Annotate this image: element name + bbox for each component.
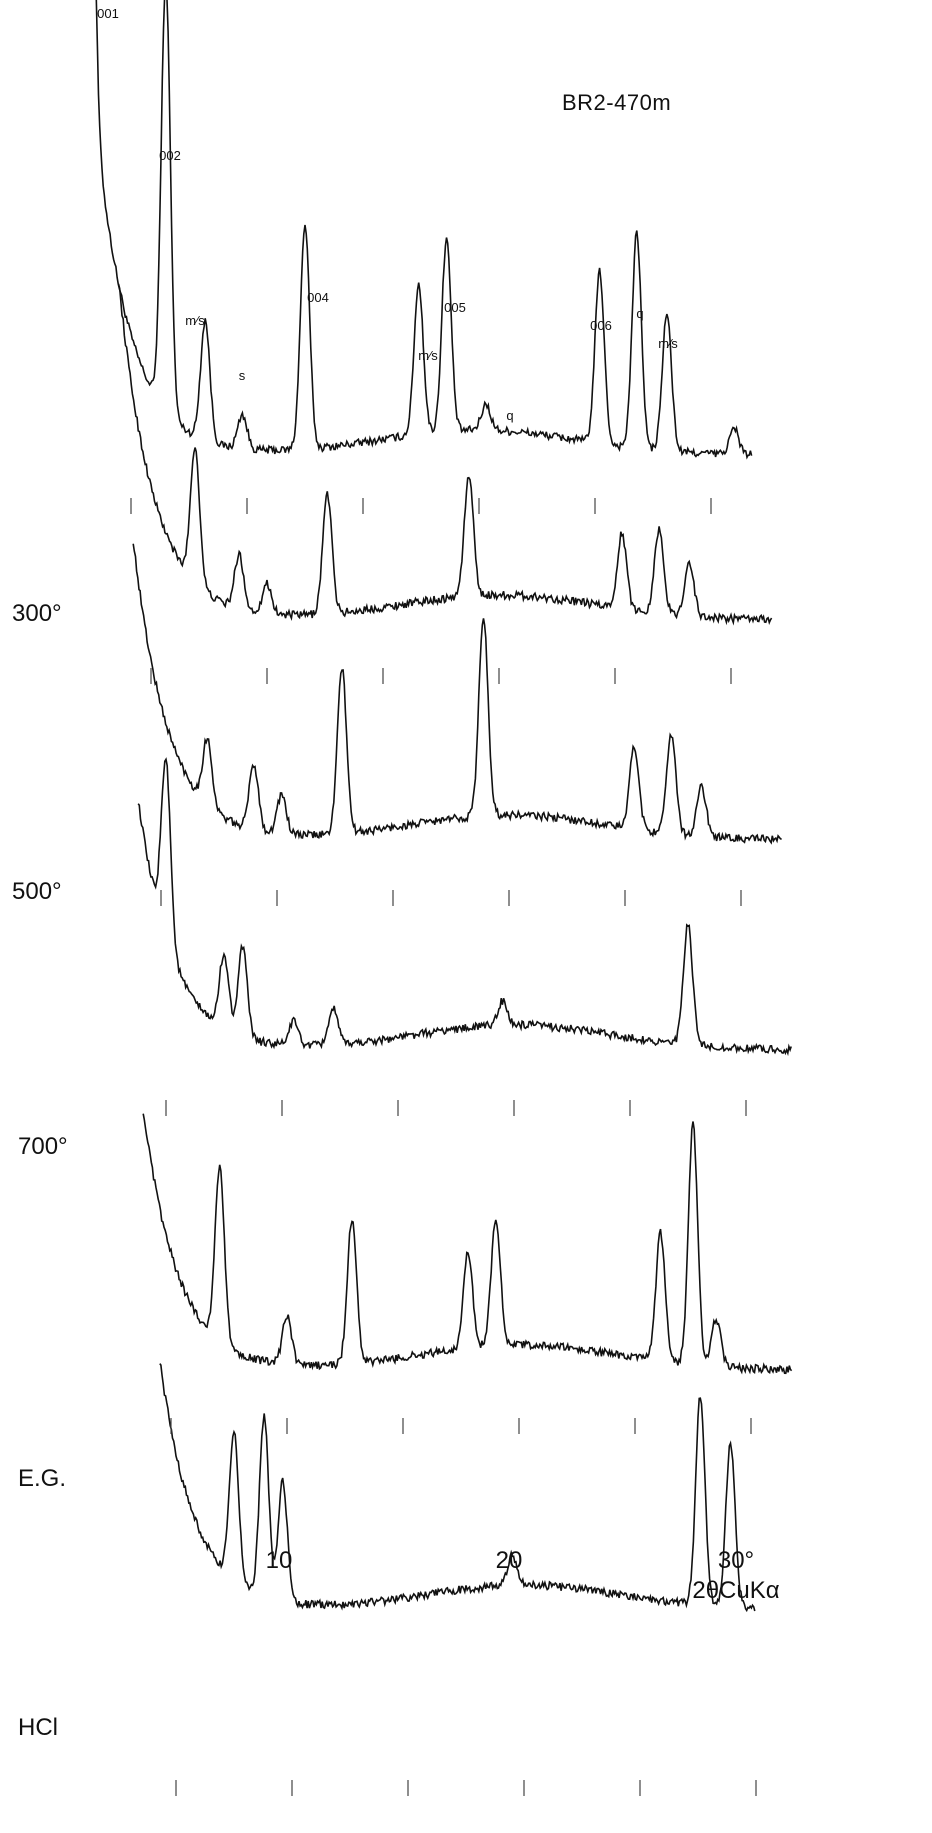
xrd-trace-4	[142, 1113, 793, 1375]
xrd-trace-3	[137, 757, 792, 1057]
chart-title: BR2-470m	[562, 90, 672, 115]
peak-label-1: 002	[159, 148, 181, 163]
peak-label-9: q	[636, 306, 643, 321]
peak-label-10: m⁄s	[658, 336, 678, 351]
series-label-hcl: HCl	[18, 1714, 58, 1741]
x-unit-label: 2θCuKα	[692, 1577, 779, 1604]
peak-label-6: 005	[444, 300, 466, 315]
series-label-700: 700°	[18, 1133, 68, 1160]
xrd-trace-0	[95, 0, 753, 460]
peak-label-4: 004	[307, 290, 329, 305]
x-tick-label-2: 30°	[718, 1547, 754, 1574]
peak-label-2: m⁄s	[185, 313, 205, 328]
x-tick-label-1: 20	[496, 1547, 523, 1574]
xrd-trace-2	[132, 543, 782, 845]
xrd-trace-1	[117, 283, 773, 626]
xrd-trace-5	[159, 1363, 756, 1613]
peak-label-8: 006	[590, 318, 612, 333]
series-label-300: 300°	[12, 600, 62, 627]
peak-label-0: 001	[97, 6, 119, 21]
peak-label-5: m⁄s	[418, 348, 438, 363]
series-label-500: 500°	[12, 878, 62, 905]
series-label-eg: E.G.	[18, 1465, 67, 1492]
x-tick-label-0: 10	[266, 1547, 293, 1574]
peak-label-7: q	[506, 408, 513, 423]
peak-label-3: s	[239, 368, 246, 383]
